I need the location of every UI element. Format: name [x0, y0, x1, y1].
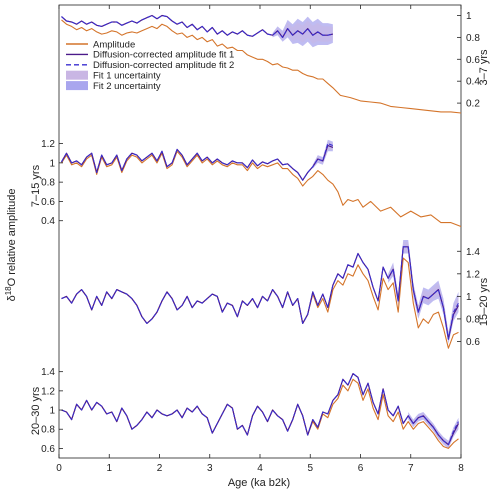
y-tick-label: 0.8: [41, 178, 55, 189]
fit2-series-line: [61, 246, 459, 340]
fit1-uncertainty-band: [312, 141, 333, 169]
x-tick-label: 5: [307, 463, 313, 474]
y-tick-label: 0.8: [466, 33, 480, 44]
amplitude-series-line: [61, 19, 462, 114]
y-tick-label: 0.6: [466, 337, 480, 348]
legend-label: Fit 1 uncertainty: [93, 71, 161, 82]
x-tick-label: 6: [358, 463, 364, 474]
x-tick-label: 3: [207, 463, 213, 474]
y-tick-label: 0.2: [466, 99, 480, 110]
y-axis-title-superscript: 18: [4, 286, 13, 295]
legend-entry: Diffusion-corrected amplitude fit 2: [66, 60, 234, 71]
panel-2: 7–15 yrs: [30, 139, 462, 228]
plot-area: 0 1 2 3 4 5 6 7 8 3–7 yrs 0.2 0.4 0.6 0.8 1 7–15 yrs 0.4…: [30, 4, 490, 474]
y-axis-title-delta: δ: [6, 295, 18, 301]
y-tick-label: 0.8: [41, 425, 55, 436]
y-tick-label: 0.4: [466, 77, 480, 88]
amplitude-series-line: [61, 378, 459, 449]
x-tick-label: 2: [157, 463, 163, 474]
x-axis-title: Age (ka b2k): [228, 477, 290, 489]
y-tick-label: 0.6: [466, 55, 480, 66]
y-tick-label: 1.4: [466, 247, 480, 258]
legend-swatch-patch: [66, 70, 88, 80]
y-tick-label: 1: [466, 292, 472, 303]
y-tick-label: 1.2: [41, 386, 55, 397]
fit2-uncertainty-band: [408, 411, 459, 449]
y-tick-label: 0.8: [466, 314, 480, 325]
legend-entry: Amplitude: [66, 39, 135, 50]
legend-label: Diffusion-corrected amplitude fit 1: [93, 50, 234, 61]
y-tick-label: 0.6: [41, 197, 55, 208]
legend-swatch-patch: [66, 81, 88, 91]
fit2-series-line: [61, 143, 334, 181]
fit2-series-line: [61, 373, 459, 446]
panel-label: 7–15 yrs: [30, 164, 42, 207]
x-tick-label: 1: [106, 463, 112, 474]
y-tick-label: 1.2: [41, 139, 55, 150]
y-tick-label: 0.6: [41, 444, 55, 455]
fit1-uncertainty-band: [272, 20, 333, 44]
legend-entry: Fit 2 uncertainty: [66, 81, 161, 92]
panel-1: 3–7 yrs: [61, 14, 490, 114]
legend-entry: Diffusion-corrected amplitude fit 1: [66, 50, 234, 61]
y-tick-label: 1.4: [41, 367, 55, 378]
fit2-series-line: [61, 14, 334, 38]
y-tick-label: 1.2: [466, 269, 480, 280]
y-tick-label: 1: [49, 406, 55, 417]
x-tick-label: 8: [458, 463, 464, 474]
legend-label: Diffusion-corrected amplitude fit 2: [93, 60, 234, 71]
panel-label: 20–30 yrs: [30, 386, 42, 435]
y-axis-title-rest: O relative amplitude: [6, 189, 18, 287]
legend-label: Fit 2 uncertainty: [93, 81, 161, 92]
panel-label: 3–7 yrs: [478, 49, 490, 86]
y-tick-label: 1: [466, 11, 472, 22]
y-axis-title: δ18O relative amplitude: [4, 189, 19, 302]
x-tick-label: 4: [257, 463, 263, 474]
y-tick-label: 1: [49, 158, 55, 169]
x-tick-label: 7: [408, 463, 414, 474]
legend-entry: Fit 1 uncertainty: [66, 71, 161, 82]
panel-label: 15–20 yrs: [478, 277, 490, 326]
y-tick-label: 0.4: [41, 216, 55, 227]
panel-3: 15–20 yrs: [61, 240, 490, 349]
legend-label: Amplitude: [93, 39, 135, 50]
fit1-series-line: [60, 144, 334, 181]
panel-4: 20–30 yrs: [30, 371, 460, 449]
x-tick-label: 0: [56, 463, 62, 474]
fit1-uncertainty-band: [388, 242, 459, 343]
